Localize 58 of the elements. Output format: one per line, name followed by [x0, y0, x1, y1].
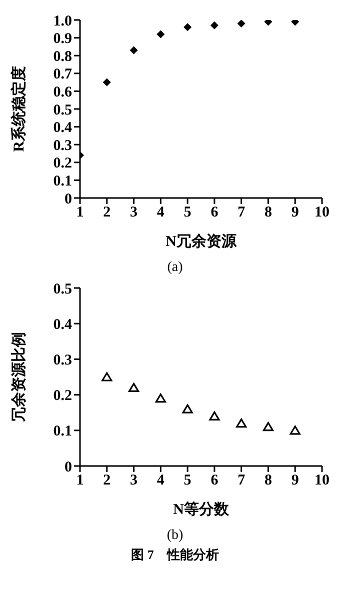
- y-tick-label: 0.4: [53, 120, 72, 136]
- point: [290, 426, 300, 435]
- point: [102, 78, 111, 86]
- x-tick-label: 6: [210, 204, 219, 221]
- point: [155, 394, 166, 403]
- x-tick-label: 3: [130, 472, 138, 489]
- y-tick-label: 0.8: [53, 48, 72, 65]
- x-tick-label: 9: [291, 204, 299, 221]
- y-tick-label: 0.5: [53, 281, 72, 298]
- x-tick-label: 2: [103, 204, 111, 221]
- y-tick-label: 0.9: [53, 31, 72, 48]
- y-tick-label: 0.4: [53, 316, 72, 333]
- x-tick-label: 3: [130, 204, 138, 221]
- y-tick-label: 0.2: [53, 156, 72, 172]
- y-tick-label: 0.1: [53, 424, 72, 440]
- point: [210, 21, 218, 30]
- x-tick-label: 5: [184, 472, 192, 489]
- y-tick-label: 0.3: [53, 138, 72, 154]
- y-tick-label: 0.1: [53, 174, 72, 190]
- x-tick-label: 9: [291, 472, 299, 489]
- x-tick-label: 8: [264, 472, 272, 489]
- y-tick-label: 0.6: [53, 84, 72, 101]
- y-tick-label: 0.7: [53, 66, 72, 83]
- text: (a): [166, 260, 184, 276]
- x-tick-label: 7: [238, 472, 246, 489]
- point: [156, 30, 165, 38]
- point: [182, 404, 193, 414]
- point: [209, 411, 220, 420]
- x-tick-label: 4: [156, 204, 165, 221]
- x-tick-label: 5: [184, 204, 192, 221]
- point: [237, 20, 246, 28]
- point: [262, 422, 274, 432]
- y-tick-label: 0: [64, 459, 72, 476]
- y-tick-label: 0.2: [53, 388, 72, 404]
- point: [128, 382, 140, 392]
- y-tick-label: 0: [64, 191, 72, 208]
- point: [236, 418, 247, 428]
- point: [130, 46, 138, 54]
- x-axis-title: N冗余资源: [166, 233, 238, 250]
- x-tick-label: 7: [238, 204, 246, 221]
- x-tick-label: 8: [264, 204, 272, 221]
- x-tick-label: 4: [156, 472, 165, 489]
- point: [102, 372, 112, 382]
- x-tick-label: 10: [314, 204, 330, 221]
- x-tick-label: 6: [210, 472, 219, 489]
- y-tick-label: 1.0: [53, 13, 72, 30]
- x-axis-title: N等分数: [173, 501, 230, 518]
- y-axis-title: 冗余资源比例: [10, 332, 28, 423]
- caption: 图 7 性能分析: [130, 546, 220, 564]
- y-tick-label: 0.5: [53, 102, 72, 118]
- y-tick-label: 0.3: [53, 352, 72, 369]
- x-tick-label: 1: [76, 472, 84, 489]
- point: [184, 23, 192, 32]
- x-tick-label: 2: [103, 472, 111, 489]
- x-tick-label: 10: [314, 472, 330, 489]
- y-axis-title: R系统稳定度: [9, 66, 28, 152]
- x-tick-label: 1: [76, 204, 84, 221]
- text: (b): [166, 528, 184, 544]
